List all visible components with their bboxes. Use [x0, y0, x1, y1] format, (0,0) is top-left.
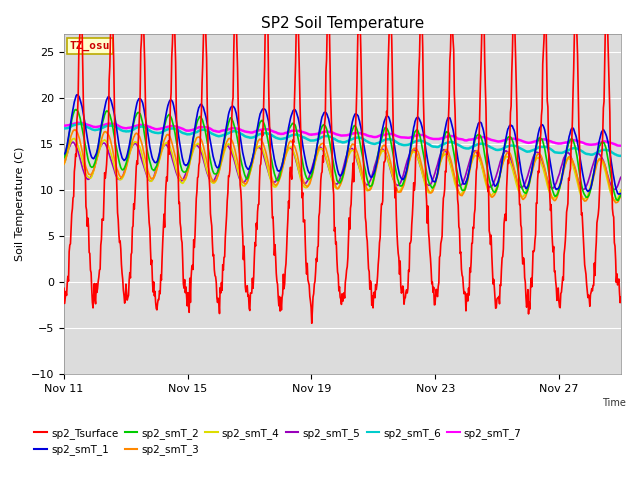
Y-axis label: Soil Temperature (C): Soil Temperature (C): [15, 147, 26, 261]
Text: Time: Time: [602, 398, 627, 408]
Text: TZ_osu: TZ_osu: [70, 41, 110, 51]
Title: SP2 Soil Temperature: SP2 Soil Temperature: [260, 16, 424, 31]
Legend: sp2_Tsurface, sp2_smT_1, sp2_smT_2, sp2_smT_3, sp2_smT_4, sp2_smT_5, sp2_smT_6, : sp2_Tsurface, sp2_smT_1, sp2_smT_2, sp2_…: [30, 424, 526, 459]
